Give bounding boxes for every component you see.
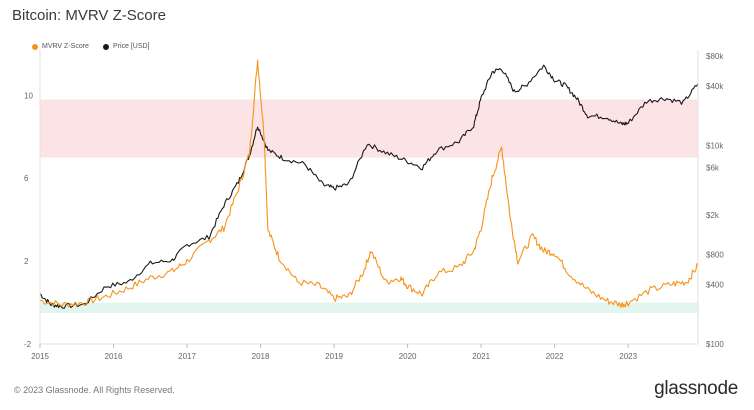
y-left-tick-label: 10 [24,91,33,100]
legend-item-price[interactable]: Price [USD] [102,43,150,50]
y-right-tick-label: $40k [706,82,724,91]
y-left-tick-label: -2 [24,340,32,349]
x-tick-label: 2017 [178,352,196,361]
y-right-tick-label: $100 [706,340,724,349]
x-tick-label: 2018 [252,352,270,361]
x-tick-label: 2020 [399,352,417,361]
legend-dot-mvrv [32,43,38,50]
chart-title: Bitcoin: MVRV Z-Score [12,7,166,24]
chart-legend: MVRV Z-Score Price [USD] [32,43,150,50]
x-tick-label: 2021 [472,352,490,361]
glassnode-logo: glassnode [654,378,738,399]
y-left-tick-label: 2 [24,257,29,266]
y-right-tick-label: $800 [706,250,724,259]
legend-label-price: Price [USD] [112,43,150,50]
y-right-tick-label: $10k [706,142,724,151]
x-tick-label: 2016 [105,352,123,361]
x-tick-label: 2022 [546,352,564,361]
legend-dot-price [102,43,109,50]
copyright-footer: © 2023 Glassnode. All Rights Reserved. [14,385,175,395]
zone-green [40,302,698,313]
y-left-tick-label: 6 [24,174,29,183]
y-right-tick-label: $6k [706,164,720,173]
legend-label-mvrv: MVRV Z-Score [42,43,89,50]
legend-item-mvrv[interactable]: MVRV Z-Score [32,43,89,50]
series-line-price [39,64,699,309]
x-tick-label: 2023 [619,352,637,361]
x-tick-label: 2019 [325,352,343,361]
zone-red [40,99,698,158]
y-right-tick-label: $2k [706,211,720,220]
x-tick-label: 2015 [31,352,49,361]
series-line-mvrv [39,59,699,309]
y-right-tick-label: $400 [706,280,724,289]
y-right-tick-label: $80k [706,52,724,61]
